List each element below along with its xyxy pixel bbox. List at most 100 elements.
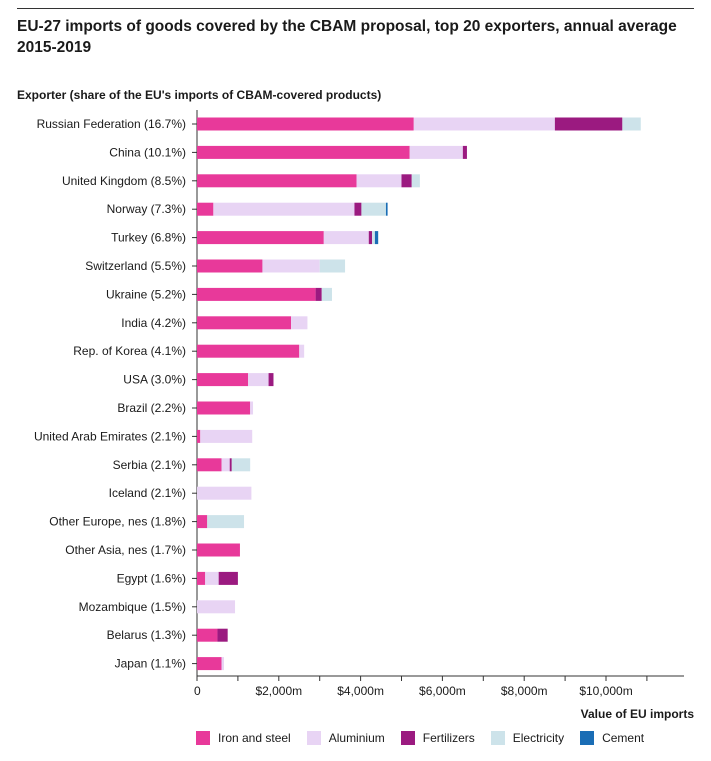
legend-swatch: [490, 731, 505, 745]
bar-aluminium: [221, 657, 224, 671]
bar-aluminium: [262, 259, 320, 273]
category-label: Iceland (2.1%): [109, 486, 186, 500]
bar-iron-and-steel: [197, 174, 357, 188]
bar-fertilizers: [315, 287, 322, 301]
bar-aluminium: [248, 373, 269, 387]
bar-electricity: [231, 458, 251, 472]
legend-label: Electricity: [512, 731, 565, 745]
bar-aluminium: [291, 316, 308, 330]
category-label: Switzerland (5.5%): [85, 259, 186, 273]
legend-swatch: [306, 731, 321, 745]
legend-label: Aluminium: [328, 731, 385, 745]
bar-aluminium: [356, 174, 402, 188]
bar-iron-and-steel: [197, 458, 222, 472]
x-tick-label: $10,000m: [579, 684, 632, 698]
bar-iron-and-steel: [197, 515, 208, 529]
bar-electricity: [361, 202, 386, 216]
bar-fertilizers: [354, 202, 362, 216]
category-label: Ukraine (5.2%): [106, 287, 186, 301]
bar-aluminium: [413, 117, 555, 131]
category-label: Serbia (2.1%): [113, 458, 186, 472]
bar-aluminium: [323, 231, 369, 245]
bar-aluminium: [250, 401, 254, 415]
legend-swatch: [196, 731, 210, 745]
category-label: Rep. of Korea (4.1%): [73, 344, 186, 358]
bar-aluminium: [197, 486, 252, 500]
bar-fertilizers: [462, 145, 467, 159]
legend-label: Iron and steel: [218, 731, 291, 745]
category-label: Belarus (1.3%): [107, 628, 186, 642]
chart-title: EU-27 imports of goods covered by the CB…: [17, 18, 677, 56]
category-label: Japan (1.1%): [115, 657, 186, 671]
bar-electricity: [321, 287, 332, 301]
top-rule: [17, 8, 694, 9]
x-axis-label: Value of EU imports: [580, 707, 694, 721]
bar-aluminium: [197, 600, 236, 614]
category-label: United Kingdom (8.5%): [62, 174, 186, 188]
x-tick-label: $4,000m: [337, 684, 384, 698]
bar-electricity: [411, 174, 420, 188]
bar-iron-and-steel: [197, 429, 201, 443]
category-label: Russian Federation (16.7%): [37, 117, 186, 131]
bar-aluminium: [205, 571, 219, 585]
bar-fertilizers: [217, 628, 228, 642]
bar-electricity: [207, 515, 245, 529]
x-tick-label: $8,000m: [501, 684, 548, 698]
bar-iron-and-steel: [197, 571, 206, 585]
bar-cement: [374, 231, 379, 245]
legend-label: Fertilizers: [422, 731, 475, 745]
legend: Iron and steel Aluminium Fertilizers Electr…: [196, 731, 660, 745]
category-label: China (10.1%): [109, 145, 186, 159]
legend-item: Iron and steel: [196, 731, 291, 745]
bar-iron-and-steel: [197, 401, 251, 415]
y-axis-label: Exporter (share of the EU's imports of C…: [17, 88, 382, 102]
bar-iron-and-steel: [197, 373, 249, 387]
legend-swatch: [400, 731, 415, 745]
category-label: Brazil (2.2%): [117, 401, 186, 415]
category-label: Other Asia, nes (1.7%): [65, 543, 186, 557]
legend-item: Cement: [580, 731, 644, 745]
bar-aluminium: [299, 344, 305, 358]
bar-aluminium: [409, 145, 463, 159]
bar-iron-and-steel: [197, 117, 414, 131]
bar-iron-and-steel: [197, 657, 222, 671]
bar-aluminium: [213, 202, 355, 216]
bar-iron-and-steel: [197, 145, 410, 159]
bar-aluminium: [200, 429, 253, 443]
legend-label: Cement: [602, 731, 645, 745]
legend-item: Fertilizers: [400, 731, 475, 745]
category-label: India (4.2%): [121, 316, 186, 330]
legend-item: Electricity: [490, 731, 565, 745]
bar-electricity: [319, 259, 346, 273]
bar-electricity: [372, 231, 375, 245]
bar-iron-and-steel: [197, 316, 292, 330]
bar-fertilizers: [268, 373, 274, 387]
x-tick-label: $2,000m: [255, 684, 302, 698]
bar-fertilizers: [218, 571, 238, 585]
category-label: Other Europe, nes (1.8%): [49, 515, 186, 529]
bar-electricity: [622, 117, 641, 131]
bar-iron-and-steel: [197, 202, 214, 216]
bar-iron-and-steel: [197, 287, 316, 301]
bar-iron-and-steel: [197, 628, 218, 642]
legend-swatch: [580, 731, 595, 745]
category-label: Egypt (1.6%): [117, 571, 186, 585]
category-label: United Arab Emirates (2.1%): [34, 429, 186, 443]
bar-iron-and-steel: [197, 231, 324, 245]
bar-fertilizers: [229, 458, 232, 472]
bar-iron-and-steel: [197, 344, 300, 358]
category-label: Norway (7.3%): [107, 202, 186, 216]
bar-fertilizers: [368, 231, 373, 245]
x-tick-label: 0: [194, 684, 201, 698]
bar-fertilizers: [401, 174, 412, 188]
bar-cement: [385, 202, 388, 216]
category-label: USA (3.0%): [123, 373, 186, 387]
legend-item: Aluminium: [306, 731, 385, 745]
category-label: Turkey (6.8%): [111, 231, 186, 245]
bar-aluminium: [221, 458, 230, 472]
x-tick-label: $6,000m: [419, 684, 466, 698]
category-label: Mozambique (1.5%): [79, 600, 186, 614]
bar-fertilizers: [554, 117, 623, 131]
bar-iron-and-steel: [197, 259, 263, 273]
